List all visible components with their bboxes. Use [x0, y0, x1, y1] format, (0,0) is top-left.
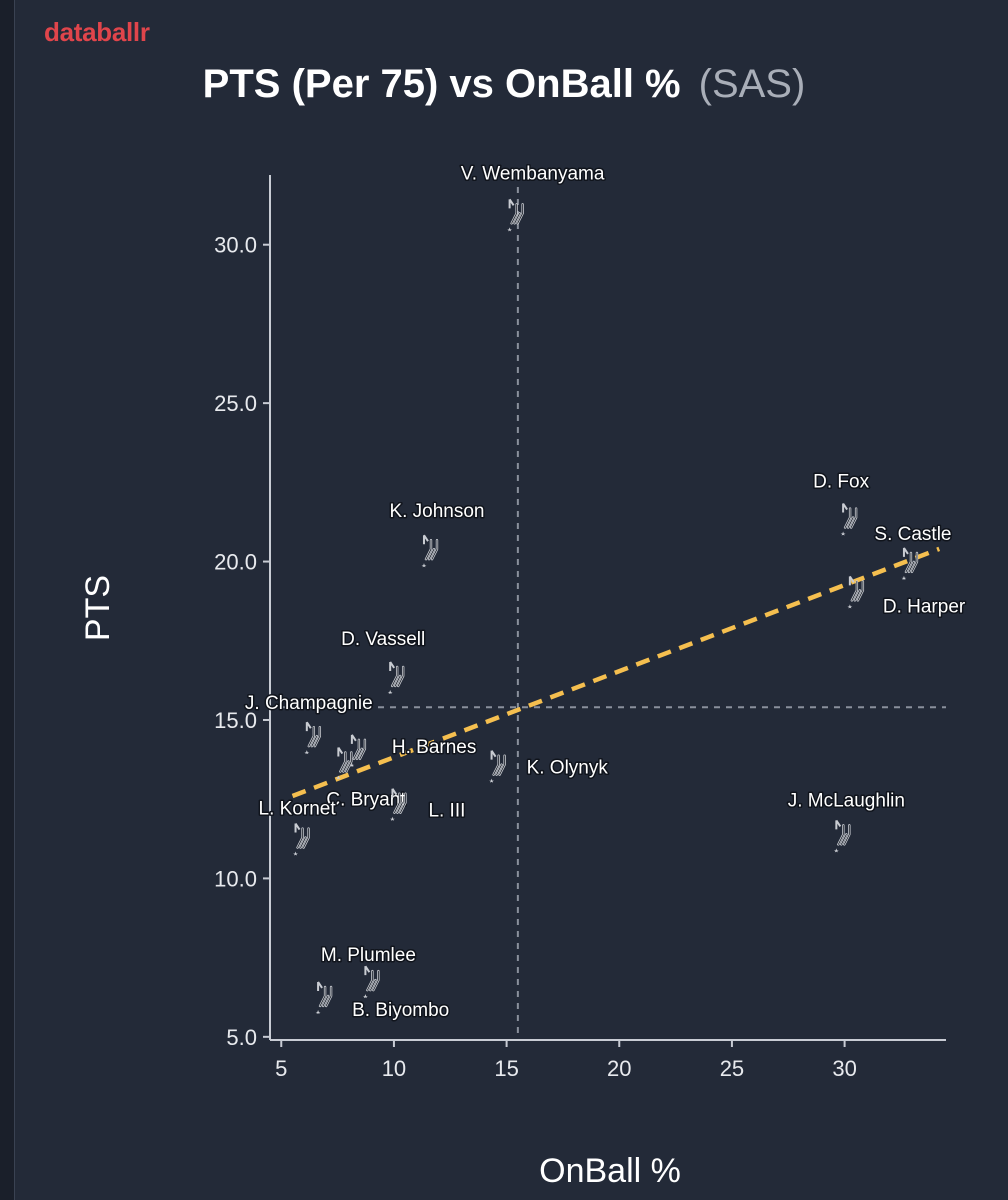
data-point: J. Champagnie: [243, 692, 374, 756]
spurs-logo-icon: [487, 749, 506, 784]
trendline: [291, 546, 941, 799]
point-label: K. Johnson: [389, 501, 484, 522]
x-tick-label: 10: [382, 1056, 406, 1081]
point-label: B. Biyombo: [352, 1000, 449, 1021]
spurs-logo-icon: [505, 198, 524, 233]
point-label: L. Kornet: [259, 799, 337, 820]
y-tick-label: 25.0: [214, 391, 257, 416]
point-label: H. Barnes: [392, 737, 476, 758]
y-tick-label: 15.0: [214, 708, 257, 733]
y-axis-label: PTS: [79, 575, 117, 641]
y-tick-label: 30.0: [214, 233, 257, 258]
data-point: D. Fox: [812, 470, 871, 537]
chart-title-main: PTS (Per 75) vs OnBall %: [202, 62, 681, 106]
data-point: K. Johnson: [388, 500, 486, 569]
data-point: K. Olynyk: [487, 749, 610, 784]
point-label: V. Wembanyama: [461, 163, 605, 184]
data-point: H. Barnes: [348, 733, 478, 769]
point-label: L. III: [428, 801, 465, 822]
y-tick-label: 20.0: [214, 550, 257, 575]
x-tick-label: 15: [494, 1056, 518, 1081]
point-label: J. McLaughlin: [788, 790, 905, 811]
axes: 5 10 15 20 25 30 5.0 10.0 15.0 20.0 25.0 30.0: [214, 175, 946, 1081]
point-label: K. Olynyk: [527, 758, 609, 779]
point-label: D. Vassell: [341, 629, 425, 650]
data-point: B. Biyombo: [314, 980, 451, 1022]
spurs-logo-icon: [386, 660, 405, 696]
x-axis-label: OnBall %: [539, 1152, 681, 1190]
data-point: L. III: [388, 787, 467, 823]
x-tick-label: 25: [720, 1056, 744, 1081]
trendline-layer: [291, 546, 941, 799]
spurs-logo-icon: [420, 534, 439, 569]
point-label: S. Castle: [874, 524, 951, 545]
data-point: V. Wembanyama: [459, 162, 606, 233]
spurs-logo-icon: [291, 822, 310, 857]
chart-title-team: (SAS): [698, 62, 806, 106]
x-tick-label: 5: [275, 1056, 287, 1081]
data-point: L. Kornet: [257, 797, 338, 857]
data-point: M. Plumlee: [319, 944, 417, 1000]
data-point: D. Harper: [846, 575, 967, 619]
spurs-logo-icon: [303, 720, 322, 756]
data-point: S. Castle: [873, 522, 953, 582]
y-tick-label: 5.0: [226, 1025, 257, 1050]
spurs-logo-icon: [832, 819, 851, 854]
spurs-logo-icon: [361, 964, 380, 1000]
spurs-logo-icon: [839, 502, 858, 537]
chart-title: PTS (Per 75) vs OnBall % (SAS): [0, 62, 1008, 107]
points-layer: V. Wembanyama D. Fox S. Castle D. Harper K. …: [243, 162, 967, 1023]
point-label: M. Plumlee: [321, 945, 416, 966]
y-tick-label: 10.0: [214, 866, 257, 891]
point-label: J. Champagnie: [245, 693, 373, 714]
data-point: J. McLaughlin: [786, 789, 906, 854]
x-tick-label: 30: [832, 1056, 856, 1081]
point-label: D. Harper: [883, 596, 966, 617]
spurs-logo-icon: [314, 980, 333, 1016]
data-point: D. Vassell: [340, 627, 427, 696]
databallr-logo: databallr: [44, 17, 150, 47]
reference-lines: [270, 175, 946, 1040]
x-tick-label: 20: [607, 1056, 631, 1081]
point-label: D. Fox: [813, 472, 869, 493]
